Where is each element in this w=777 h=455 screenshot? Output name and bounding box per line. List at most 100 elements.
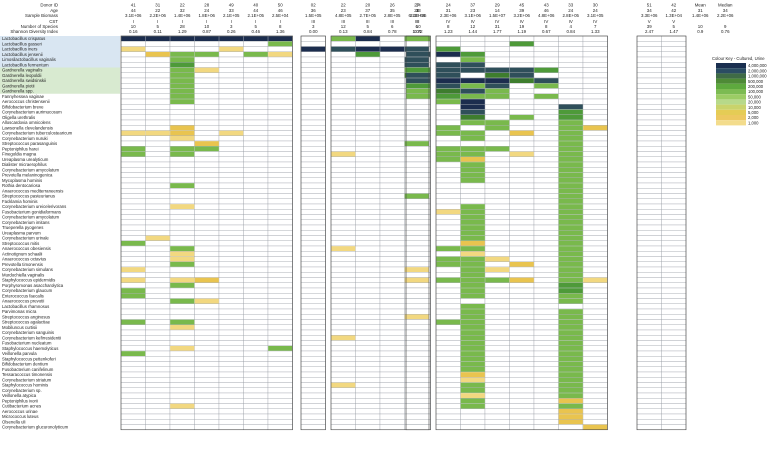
header-age-value: 23	[341, 8, 346, 13]
heatmap-cell	[218, 382, 244, 388]
heatmap-cell	[484, 51, 510, 58]
heatmap-cell	[509, 219, 535, 226]
heatmap-cell	[194, 219, 220, 226]
header-id-value: 20	[365, 3, 370, 8]
header-cst-value: V	[672, 19, 675, 24]
heatmap-cell	[355, 151, 381, 157]
heatmap-cell	[661, 345, 687, 352]
legend-label: 5,000	[748, 110, 759, 115]
heatmap-cell	[267, 298, 293, 304]
header-species-value: 12	[341, 24, 346, 29]
heatmap-cell	[194, 214, 220, 220]
heatmap-cell	[484, 41, 510, 47]
heatmap-cell	[484, 408, 510, 415]
heatmap-cell	[218, 303, 244, 310]
heatmap-value-cell	[558, 398, 583, 404]
species-label: Anaerococcus obesiensis	[2, 246, 51, 251]
heatmap-cell	[582, 193, 608, 199]
heatmap-value-cell	[558, 209, 583, 215]
header-shannon-value: 0.87	[202, 29, 211, 34]
heatmap-cell	[120, 403, 146, 409]
heatmap-cell	[509, 319, 535, 325]
heatmap-cell	[120, 114, 146, 121]
heatmap-value-cell	[268, 41, 293, 47]
heatmap-value-cell	[485, 256, 510, 262]
heatmap-cell	[355, 41, 381, 47]
heatmap-cell	[243, 382, 269, 388]
heatmap-cell	[243, 303, 269, 310]
heatmap-value-cell	[460, 356, 485, 362]
heatmap-cell	[145, 377, 171, 383]
heatmap-cell	[267, 424, 293, 430]
heatmap-cell	[120, 245, 146, 252]
heatmap-cell	[405, 361, 431, 367]
heatmap-value-cell	[170, 251, 195, 257]
heatmap-cell	[145, 272, 171, 278]
heatmap-cell	[194, 224, 220, 231]
header-species-value: 5	[367, 24, 370, 29]
heatmap-cell	[355, 319, 381, 325]
heatmap-cell	[582, 203, 608, 210]
header-shannon-value: 0.00	[309, 29, 318, 34]
heatmap-value-cell	[121, 36, 146, 42]
heatmap-cell	[379, 350, 405, 357]
header-biomass-value: 1.3E+04	[666, 13, 683, 18]
heatmap-cell	[267, 245, 293, 252]
heatmap-cell	[533, 125, 559, 131]
heatmap-cell	[355, 408, 381, 415]
heatmap-value-cell	[331, 335, 356, 341]
heatmap-cell	[582, 146, 608, 152]
heatmap-cell	[484, 314, 510, 320]
species-label: Limosilactobacillus vaginalis	[2, 57, 56, 62]
heatmap-cell	[145, 240, 171, 247]
heatmap-cell	[661, 387, 687, 394]
heatmap-value-cell	[436, 261, 461, 267]
heatmap-value-cell	[460, 120, 485, 126]
header-id-value: 22	[180, 3, 185, 8]
heatmap-value-cell	[460, 156, 485, 162]
heatmap-cell	[405, 182, 431, 189]
heatmap-cell	[509, 361, 535, 367]
heatmap-cell	[661, 251, 687, 257]
heatmap-cell	[169, 398, 195, 404]
heatmap-cell	[194, 114, 220, 121]
heatmap-cell	[145, 245, 171, 252]
heatmap-cell	[194, 104, 220, 110]
heatmap-value-cell	[558, 356, 583, 362]
heatmap-cell	[509, 350, 535, 357]
heatmap-cell	[533, 282, 559, 289]
heatmap-cell	[243, 104, 269, 110]
species-label: Anaerococcus mediterraneensis	[2, 188, 63, 193]
heatmap-cell	[218, 314, 244, 320]
legend-label: 50,000	[748, 94, 761, 99]
heatmap-cell	[267, 172, 293, 178]
heatmap-cell	[218, 235, 244, 241]
heatmap-cell	[509, 366, 535, 373]
heatmap-cell	[267, 230, 293, 236]
heatmap-cell	[194, 88, 220, 94]
heatmap-value-cell	[170, 403, 195, 409]
heatmap-cell	[330, 329, 356, 336]
heatmap-value-cell	[460, 361, 485, 367]
heatmap-value-cell	[460, 78, 485, 84]
heatmap-cell	[169, 377, 195, 383]
heatmap-cell	[243, 335, 269, 341]
header-label-age: Age	[50, 8, 58, 13]
heatmap-cell	[330, 62, 356, 68]
heatmap-cell	[243, 56, 269, 63]
heatmap-value-cell	[509, 67, 534, 73]
heatmap-cell	[661, 177, 687, 184]
species-label: Lactobacillus gasseri	[2, 41, 42, 46]
header-cst-value: IV	[495, 19, 499, 24]
heatmap-value-cell	[534, 78, 559, 84]
heatmap-cell	[355, 377, 381, 383]
heatmap-cell	[533, 98, 559, 105]
heatmap-value-cell	[460, 393, 485, 399]
heatmap-cell	[355, 314, 381, 320]
heatmap-cell	[509, 335, 535, 341]
header-species-value: 5	[255, 24, 258, 29]
heatmap-cell	[243, 424, 269, 430]
header-biomass-value: 3.1E+06	[125, 13, 142, 18]
heatmap-cell	[300, 245, 326, 252]
heatmap-cell	[636, 182, 662, 189]
